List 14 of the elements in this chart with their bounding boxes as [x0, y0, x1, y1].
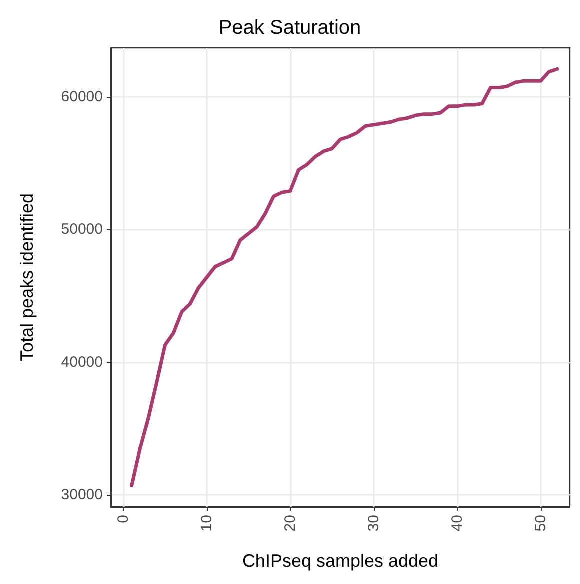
x-tick-label: 30 [365, 515, 382, 532]
y-tick-label: 60000 [61, 88, 103, 106]
x-tick-label: 50 [532, 515, 550, 532]
x-tick-label: 10 [198, 515, 216, 532]
y-tick-label: 30000 [61, 486, 103, 504]
y-axis-title: Total peaks identified [17, 193, 37, 362]
x-axis-title: ChIPseq samples added [242, 551, 439, 571]
x-tick-label: 20 [282, 515, 299, 532]
x-tick-label: 0 [115, 515, 132, 524]
chart-title: Peak Saturation [218, 17, 362, 39]
y-tick-label: 40000 [61, 354, 103, 371]
line-series [130, 67, 560, 488]
y-tick-label: 50000 [61, 221, 103, 238]
x-tick-label: 40 [448, 515, 466, 532]
